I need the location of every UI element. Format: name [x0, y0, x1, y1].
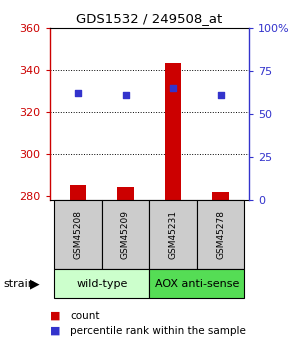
Text: count: count — [70, 311, 100, 321]
Bar — [54, 269, 149, 298]
Point — [123, 92, 128, 98]
Bar — [165, 63, 181, 200]
Title: GDS1532 / 249508_at: GDS1532 / 249508_at — [76, 12, 222, 25]
Text: ▶: ▶ — [30, 277, 39, 290]
Bar — [102, 200, 149, 269]
Text: GSM45209: GSM45209 — [121, 210, 130, 259]
Bar — [149, 200, 197, 269]
Text: GSM45208: GSM45208 — [74, 210, 82, 259]
Bar — [117, 187, 134, 200]
Bar — [70, 185, 86, 200]
Bar — [212, 192, 229, 200]
Text: wild-type: wild-type — [76, 279, 128, 289]
Bar — [197, 200, 244, 269]
Text: ■: ■ — [50, 311, 60, 321]
Bar — [149, 269, 244, 298]
Text: strain: strain — [3, 279, 35, 289]
Text: percentile rank within the sample: percentile rank within the sample — [70, 326, 246, 335]
Text: ■: ■ — [50, 326, 60, 335]
Point — [218, 92, 223, 98]
Text: AOX anti-sense: AOX anti-sense — [154, 279, 239, 289]
Text: GSM45231: GSM45231 — [169, 210, 178, 259]
Point — [171, 85, 176, 91]
Point — [76, 90, 80, 96]
Text: GSM45278: GSM45278 — [216, 210, 225, 259]
Bar — [54, 200, 102, 269]
